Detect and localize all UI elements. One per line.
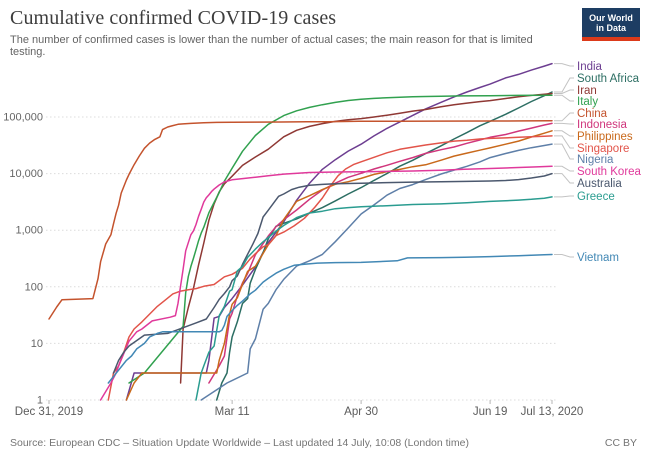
owid-logo[interactable]: Our World in Data xyxy=(582,8,640,41)
owid-logo-line1: Our World xyxy=(589,12,633,23)
y-axis-label-10,000: 10,000 xyxy=(9,168,43,180)
legend-leader-australia xyxy=(554,173,574,184)
legend-label-south-africa[interactable]: South Africa xyxy=(577,73,640,85)
chart-title: Cumulative confirmed COVID-19 cases xyxy=(10,7,337,29)
series-line-nigeria[interactable] xyxy=(200,143,553,401)
series-line-south-africa[interactable] xyxy=(215,91,553,401)
series-line-australia[interactable] xyxy=(112,172,553,374)
series-line-china[interactable] xyxy=(48,120,553,320)
y-axis-label-100: 100 xyxy=(25,281,43,293)
legend-label-singapore[interactable]: Singapore xyxy=(577,143,629,155)
license-note: CC BY xyxy=(604,437,637,449)
series-line-south-korea[interactable] xyxy=(99,165,553,401)
chart-footer: Source: European CDC – Situation Update … xyxy=(10,437,637,449)
y-axis-label-10: 10 xyxy=(31,338,43,350)
series-line-philippines[interactable] xyxy=(125,130,553,401)
legend-label-indonesia[interactable]: Indonesia xyxy=(577,119,627,131)
legend-leader-philippines xyxy=(554,130,574,137)
legend-label-philippines[interactable]: Philippines xyxy=(577,131,633,143)
legend-leader-indonesia xyxy=(554,122,574,125)
x-axis-label: Jun 19 xyxy=(473,406,508,418)
chart-subtitle: The number of confirmed cases is lower t… xyxy=(10,34,533,58)
chart-header: Cumulative confirmed COVID-19 cases The … xyxy=(10,6,570,58)
legend-leader-china xyxy=(554,112,574,122)
legend-leader-singapore xyxy=(554,135,574,149)
legend-label-australia[interactable]: Australia xyxy=(577,178,622,190)
owid-logo-line2: in Data xyxy=(595,22,626,33)
legend-label-italy[interactable]: Italy xyxy=(577,96,598,108)
series-line-iran[interactable] xyxy=(179,92,553,384)
series-line-vietnam[interactable] xyxy=(107,253,553,384)
x-axis-label: Dec 31, 2019 xyxy=(15,406,83,418)
y-axis-label-1,000: 1,000 xyxy=(15,225,43,237)
series-line-indonesia[interactable] xyxy=(208,122,553,384)
legend-label-china[interactable]: China xyxy=(577,108,608,120)
x-axis-label: Mar 11 xyxy=(215,406,250,418)
legend-leader-india xyxy=(554,63,574,67)
legend-label-greece[interactable]: Greece xyxy=(577,191,615,203)
legend-leader-italy xyxy=(554,94,574,102)
legend-leader-greece xyxy=(554,195,574,198)
legend-leader-south-africa xyxy=(554,77,574,93)
legend-label-south-korea[interactable]: South Korea xyxy=(577,166,642,178)
legend-label-iran[interactable]: Iran xyxy=(577,85,597,97)
legend-label-nigeria[interactable]: Nigeria xyxy=(577,154,614,166)
y-axis-label-100,000: 100,000 xyxy=(3,112,43,124)
legend-leader-iran xyxy=(554,89,574,94)
legend-label-india[interactable]: India xyxy=(577,61,603,73)
series-line-italy[interactable] xyxy=(128,94,553,384)
legend-leader-vietnam xyxy=(554,254,574,258)
legend-leader-nigeria xyxy=(554,143,574,160)
series-line-greece[interactable] xyxy=(195,196,553,401)
series-line-india[interactable] xyxy=(125,62,553,401)
x-axis-label: Jul 13, 2020 xyxy=(521,406,584,418)
series-line-singapore[interactable] xyxy=(107,135,553,401)
x-axis-label: Apr 30 xyxy=(344,406,378,418)
source-note: Source: European CDC – Situation Update … xyxy=(10,437,469,449)
y-axis-label-1: 1 xyxy=(37,395,43,407)
legend-leader-south-korea xyxy=(554,165,574,172)
legend-label-vietnam[interactable]: Vietnam xyxy=(577,252,619,264)
